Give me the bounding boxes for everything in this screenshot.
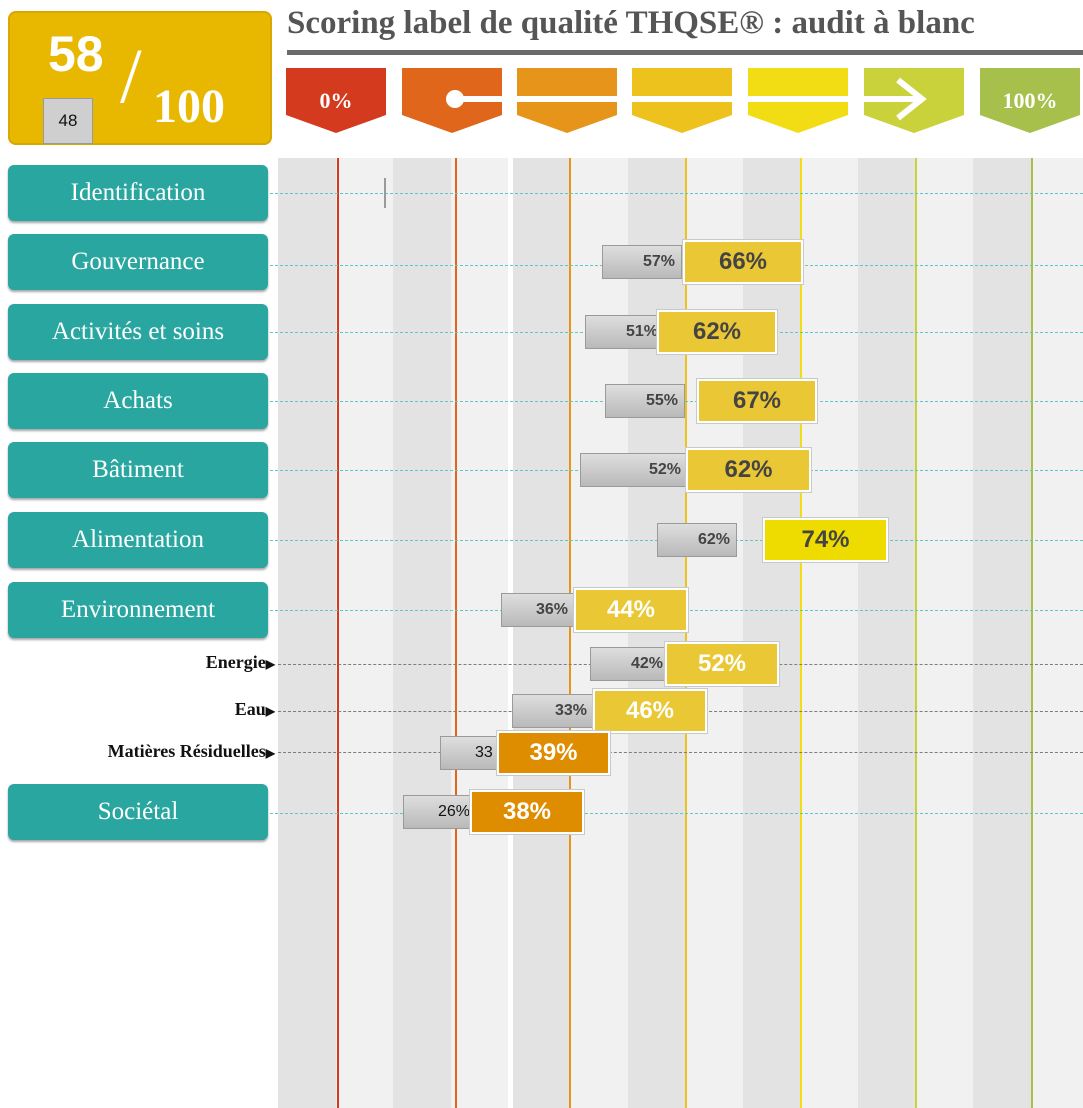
current-score-badge: 62% — [686, 448, 811, 492]
triangle-right-icon: ▶ — [266, 704, 275, 718]
current-score-badge: 66% — [683, 240, 803, 284]
previous-score-badge: 36% — [501, 593, 575, 627]
triangle-right-icon: ▶ — [266, 746, 275, 760]
current-score-badge: 62% — [657, 310, 777, 354]
previous-score-badge: 57% — [602, 245, 682, 279]
category-button[interactable]: Achats — [8, 373, 268, 429]
row-guide-line — [270, 813, 1083, 814]
sub-category-label: Eau▶ — [235, 699, 275, 720]
scale-tab-text: 0% — [286, 88, 386, 114]
category-button[interactable]: Sociétal — [8, 784, 268, 840]
sub-category-label: Matières Résiduelles▶ — [108, 741, 275, 762]
sub-category-text: Energie — [206, 652, 266, 672]
previous-score-badge: 42% — [590, 647, 670, 681]
previous-score-badge: 33 — [440, 736, 502, 770]
row-guide-line — [270, 193, 1083, 194]
grid-stripe — [973, 158, 1031, 1108]
scale-tab-label: 100% — [980, 68, 1080, 126]
identification-marker — [384, 178, 386, 208]
category-button[interactable]: Identification — [8, 165, 268, 221]
grid-stripe — [858, 158, 916, 1108]
current-score-badge: 67% — [697, 379, 817, 423]
current-score-badge: 39% — [497, 731, 610, 775]
triangle-right-icon: ▶ — [266, 657, 275, 671]
grid-stripe — [916, 158, 973, 1108]
category-button[interactable]: Activités et soins — [8, 304, 268, 360]
grid-stripe — [801, 158, 858, 1108]
previous-score-badge: 52% — [580, 453, 688, 487]
previous-score-badge: 62% — [657, 523, 737, 557]
scale-tab-label: 0% — [286, 68, 386, 126]
grid-stripe — [1031, 158, 1083, 1108]
category-button[interactable]: Environnement — [8, 582, 268, 638]
grid-stripe — [393, 158, 451, 1108]
sub-category-text: Eau — [235, 699, 266, 719]
current-score-badge: 46% — [593, 689, 707, 733]
row-guide-line — [278, 752, 1083, 753]
current-score-badge: 44% — [574, 588, 688, 632]
grid-stripe — [628, 158, 686, 1108]
previous-score-badge: 55% — [605, 384, 685, 418]
category-button[interactable]: Bâtiment — [8, 442, 268, 498]
scale-tab-text: 100% — [980, 88, 1080, 114]
category-button[interactable]: Alimentation — [8, 512, 268, 568]
grid-stripe — [686, 158, 743, 1108]
current-score-badge: 52% — [665, 642, 779, 686]
sub-category-text: Matières Résiduelles — [108, 741, 266, 761]
grid-stripe — [278, 158, 336, 1108]
scale-tabs — [0, 0, 1083, 160]
grid-stripe — [513, 158, 571, 1108]
current-score-badge: 74% — [763, 518, 888, 562]
sub-category-label: Energie▶ — [206, 652, 275, 673]
score-grid — [278, 158, 1083, 1108]
previous-score-badge: 33% — [512, 694, 594, 728]
grid-stripe — [451, 158, 508, 1108]
grid-stripe — [571, 158, 628, 1108]
category-button[interactable]: Gouvernance — [8, 234, 268, 290]
grid-stripe — [336, 158, 393, 1108]
grid-stripe — [743, 158, 801, 1108]
current-score-badge: 38% — [470, 790, 584, 834]
previous-score-badge: 51% — [585, 315, 665, 349]
